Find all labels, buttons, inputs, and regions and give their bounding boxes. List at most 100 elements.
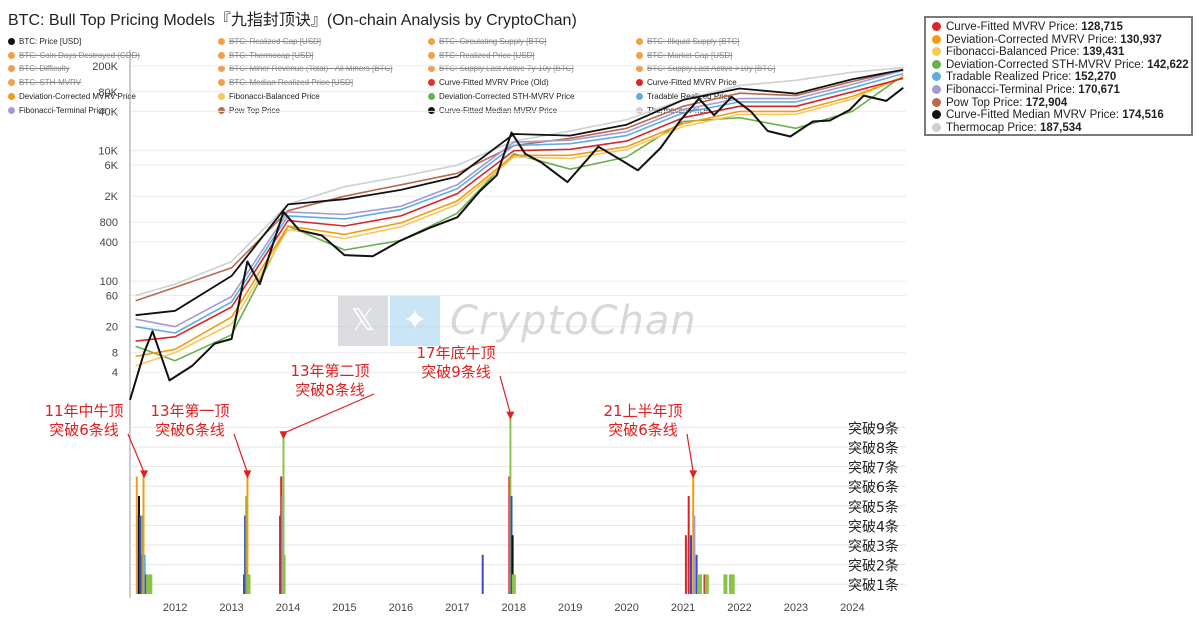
- legend-swatch: [218, 79, 225, 87]
- legend-item[interactable]: Pow Top Price: [218, 106, 280, 115]
- y-tick-label: 60: [106, 291, 118, 303]
- legend-swatch: [428, 38, 435, 45]
- legend-swatch: [8, 65, 15, 73]
- watermark-text: CryptoChan: [450, 298, 697, 344]
- legend-label: BTC: Price [USD]: [19, 37, 82, 46]
- legend-item[interactable]: Fibonacci-Balanced Price: [218, 92, 320, 101]
- legend-item[interactable]: BTC: Coin Days Destroyed (CDD): [8, 51, 140, 60]
- legend-swatch: [428, 65, 435, 73]
- price-label: Pow Top Price:: [946, 96, 1026, 109]
- legend-item[interactable]: BTC: Circulating Supply [BTC]: [428, 37, 547, 46]
- legend-item[interactable]: Deviation-Corrected MVRV Price: [8, 92, 136, 101]
- legend-item[interactable]: BTC: Market Cap [USD]: [636, 51, 732, 60]
- price-swatch: [932, 47, 941, 57]
- legend-item[interactable]: BTC: STH-MVRV: [8, 78, 81, 87]
- annotation-subtitle: 突破6条线: [49, 421, 119, 439]
- bar: [246, 574, 251, 594]
- legend-label: BTC: Supply Last Active 7y-10y [BTC]: [439, 64, 574, 74]
- price-swatch: [932, 34, 941, 44]
- x-tick-label: 2020: [614, 602, 638, 614]
- bar: [139, 515, 142, 594]
- x-tick-label: 2015: [332, 602, 356, 614]
- legend-label: BTC: Coin Days Destroyed (CDD): [19, 50, 140, 60]
- legend-label: BTC: Thermocap [USD]: [229, 50, 314, 60]
- bar: [148, 574, 153, 594]
- legend-swatch: [428, 92, 435, 100]
- legend-swatch: [218, 92, 225, 100]
- legend-swatch: [636, 38, 643, 45]
- bar: [704, 574, 709, 594]
- price-box: Curve-Fitted MVRV Price: 128,715 Deviatio…: [924, 16, 1193, 136]
- legend-swatch: [8, 106, 15, 114]
- bar-level-label: 突破6条: [848, 479, 899, 496]
- series-line: [135, 68, 904, 317]
- price-label: Tradable Realized Price:: [946, 71, 1075, 84]
- x-tick-label: 2022: [727, 602, 751, 614]
- legend-item[interactable]: Deviation-Corrected STH-MVRV Price: [428, 92, 574, 101]
- annotation-arrowhead: [689, 470, 698, 479]
- bar: [703, 574, 706, 594]
- legend-item[interactable]: Curve-Fitted Median MVRV Price: [428, 106, 557, 115]
- bar: [142, 476, 145, 594]
- legend-item[interactable]: Fibonacci-Terminal Price: [8, 106, 107, 115]
- bar: [481, 554, 484, 594]
- bar: [698, 574, 702, 594]
- price-value: 152,270: [1074, 71, 1117, 84]
- legend-swatch: [218, 51, 225, 59]
- legend-label: BTC: Supply Last Active >10y [BTC]: [647, 64, 776, 74]
- legend-item[interactable]: BTC: Thermocap [USD]: [218, 51, 313, 60]
- price-row: Deviation-Corrected STH-MVRV Price: 142,…: [932, 59, 1189, 72]
- legend-swatch: [428, 106, 435, 114]
- annotation-subtitle: 突破6条线: [608, 421, 678, 439]
- series-line: [135, 77, 904, 358]
- legend-item[interactable]: BTC: Difficulty: [8, 64, 70, 73]
- legend-item[interactable]: BTC: Realized Price [USD]: [428, 51, 535, 60]
- bar-level-label: 突破3条: [848, 538, 899, 555]
- legend-item[interactable]: BTC: Supply Last Active 7y-10y [BTC]: [428, 64, 574, 73]
- legend-label: Deviation-Corrected MVRV Price: [19, 91, 136, 101]
- x-tick-label: 2018: [502, 602, 526, 614]
- x-tick-label: 2017: [445, 602, 469, 614]
- legend-swatch: [8, 38, 15, 45]
- legend-swatch: [218, 106, 225, 114]
- bar-level-label: 突破2条: [848, 558, 899, 575]
- bar: [692, 476, 695, 594]
- legend-item[interactable]: BTC: Price [USD]: [8, 37, 81, 46]
- legend-label: BTC: Realized Cap [USD]: [229, 37, 322, 46]
- legend-swatch: [8, 92, 15, 100]
- bar-series: [135, 417, 735, 594]
- legend-label: Thermocap Price: [647, 105, 708, 115]
- series-line: [135, 72, 904, 334]
- legend-item[interactable]: BTC: Supply Last Active >10y [BTC]: [636, 64, 775, 73]
- bar-level-label: 突破9条: [848, 420, 899, 437]
- bar: [509, 417, 512, 594]
- y-tick-label: 2K: [105, 191, 119, 203]
- legend-item[interactable]: Curve-Fitted MVRV Price (Old): [428, 78, 549, 87]
- legend-item[interactable]: BTC: Median Realized Price [USD]: [218, 78, 353, 87]
- legend-swatch: [8, 79, 15, 87]
- annotation-arrowhead: [140, 470, 149, 479]
- bar: [695, 554, 698, 594]
- bar: [730, 574, 735, 594]
- x-tick-label: 2012: [163, 602, 187, 614]
- legend-item[interactable]: Tradable Realized Price: [636, 92, 732, 101]
- legend-item[interactable]: Thermocap Price: [636, 106, 708, 115]
- price-series: [129, 66, 904, 401]
- price-value: 130,937: [1120, 33, 1162, 46]
- legend-swatch: [8, 51, 15, 59]
- legend-item[interactable]: BTC: Miner Revenue (Total) - All Miners …: [218, 64, 393, 73]
- legend-item[interactable]: BTC: Illiquid Supply [BTC]: [636, 37, 739, 46]
- legend-label: BTC: Median Realized Price [USD]: [229, 78, 354, 88]
- price-swatch: [932, 59, 941, 69]
- legend-label: BTC: Illiquid Supply [BTC]: [647, 37, 740, 46]
- legend-item[interactable]: BTC: Realized Cap [USD]: [218, 37, 321, 46]
- legend-swatch: [636, 51, 643, 59]
- price-value: 174,516: [1122, 109, 1164, 122]
- legend-label: BTC: Circulating Supply [BTC]: [439, 37, 547, 46]
- legend-label: Pow Top Price: [229, 105, 280, 115]
- bar: [283, 554, 286, 594]
- legend-item[interactable]: Curve-Fitted MVRV Price: [636, 78, 737, 87]
- bar: [693, 515, 696, 594]
- twitter-bird-icon: ✦: [390, 296, 440, 346]
- legend-label: Tradable Realized Price: [647, 91, 733, 101]
